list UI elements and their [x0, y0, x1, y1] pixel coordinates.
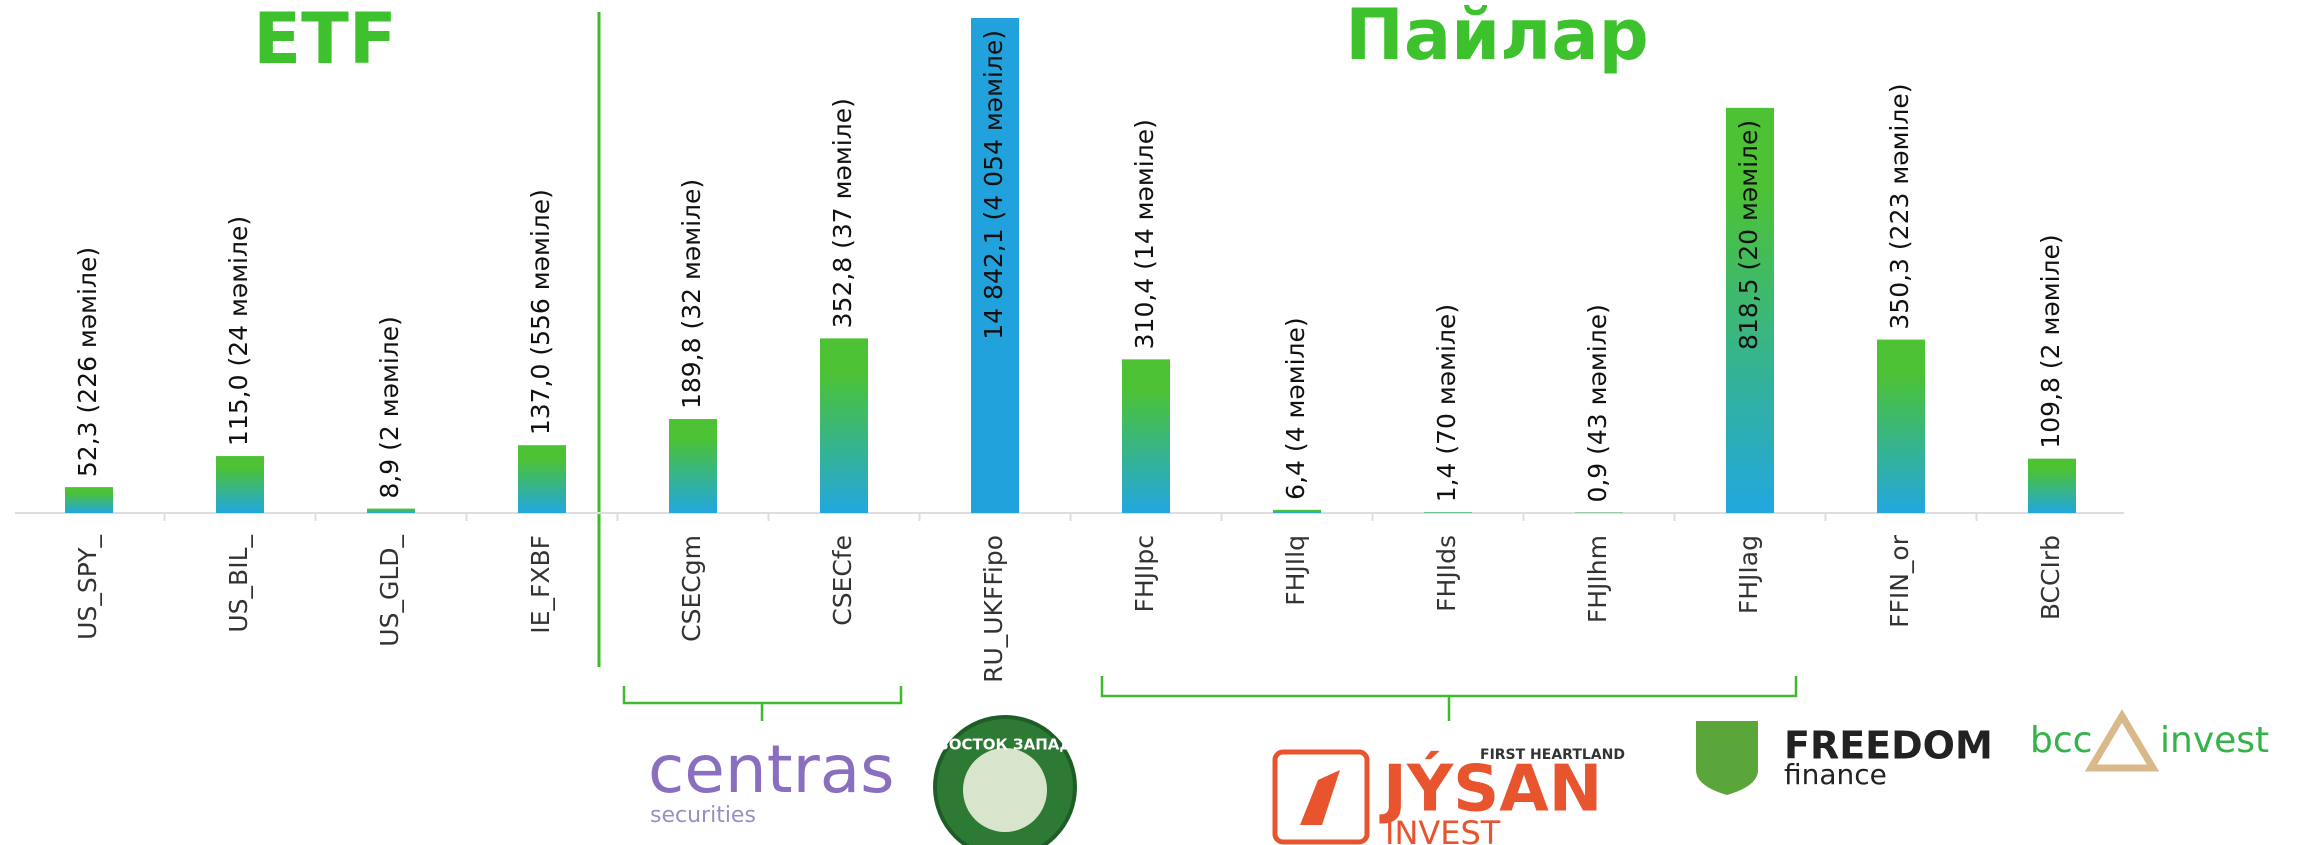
logos: centras securities ВОСТОК ЗАПАД FIRST HE…: [648, 709, 2269, 845]
value-label: 350,3 (223 мәміле): [1885, 84, 1914, 330]
etf-title: ETF: [253, 0, 396, 80]
x-tick-label: FHJIag: [1734, 535, 1763, 614]
logo-text: INVEST: [1385, 814, 1501, 845]
value-label: 818,5 (20 мәміле): [1734, 120, 1763, 350]
bar: [367, 508, 415, 513]
value-label: 137,0 (556 мәміле): [526, 189, 555, 435]
logo-circle: [963, 748, 1047, 832]
x-tick-label: FHJIpc: [1130, 535, 1159, 613]
bar: [65, 487, 113, 513]
logo-box: [1272, 749, 1370, 845]
bar: [2028, 458, 2076, 513]
x-tick-label: CSECgm: [677, 535, 706, 642]
brace: [622, 686, 903, 721]
value-label: 109,8 (2 мәміле): [2036, 234, 2065, 448]
value-label: 0,9 (43 мәміле): [1583, 304, 1612, 502]
bar: [669, 419, 717, 513]
value-label: 352,8 (37 мәміле): [828, 98, 857, 328]
logo-text: bcc: [2030, 720, 2092, 761]
x-tick-label: FFIN_or: [1885, 534, 1914, 628]
bar: [1122, 359, 1170, 513]
logo-text: FIRST HEARTLAND: [1480, 747, 1625, 763]
value-label: 8,9 (2 мәміле): [375, 316, 404, 498]
x-tick-label: FHJIlq: [1281, 535, 1310, 606]
x-tick-label: RU_UKFFipo: [979, 535, 1008, 683]
bar: [216, 456, 264, 513]
value-label: 6,4 (4 мәміле): [1281, 317, 1310, 499]
logo-text: finance: [1784, 758, 1887, 791]
logo-text: JÝSAN: [1379, 751, 1602, 827]
x-tick-label: US_SPY_: [73, 535, 102, 640]
bar: [518, 445, 566, 513]
logo-text: invest: [2160, 720, 2269, 761]
bar: [1877, 339, 1925, 513]
logo-text: centras: [648, 731, 895, 808]
x-tick-label: IE_FXBF: [526, 535, 555, 634]
x-tick-label: US_GLD_: [375, 535, 404, 647]
x-tick-label: BCCIrb: [2036, 535, 2065, 620]
value-label: 310,4 (14 мәміле): [1130, 119, 1159, 349]
logo-shield: [1696, 721, 1758, 795]
value-label: 14 842,1 (4 054 мәміле): [979, 30, 1008, 340]
bar: [971, 18, 1019, 513]
x-tick-label: CSECfe: [828, 535, 857, 626]
logo-icon: [1300, 770, 1340, 825]
x-tick-label: US_BIL_: [224, 535, 253, 633]
value-label: 1,4 (70 мәміле): [1432, 304, 1461, 502]
value-label: 52,3 (226 мәміле): [73, 247, 102, 477]
bar: [1424, 512, 1472, 513]
value-label: 115,0 (24 мәміле): [224, 216, 253, 446]
bar: [1273, 509, 1321, 513]
x-tick-label: FHJIhm: [1583, 535, 1612, 623]
bar: [820, 338, 868, 513]
logo-icon: [2084, 709, 2160, 772]
logo-text: securities: [650, 803, 756, 828]
funds-title: Пайлар: [1345, 0, 1648, 76]
logo-text: FREEDOM: [1784, 724, 1993, 768]
x-tick-label: FHJIds: [1432, 535, 1461, 612]
value-label: 189,8 (32 мәміле): [677, 179, 706, 409]
logo-text: ВОСТОК ЗАПАД: [937, 736, 1072, 754]
bar: [1726, 107, 1774, 513]
brace: [1100, 676, 1798, 721]
